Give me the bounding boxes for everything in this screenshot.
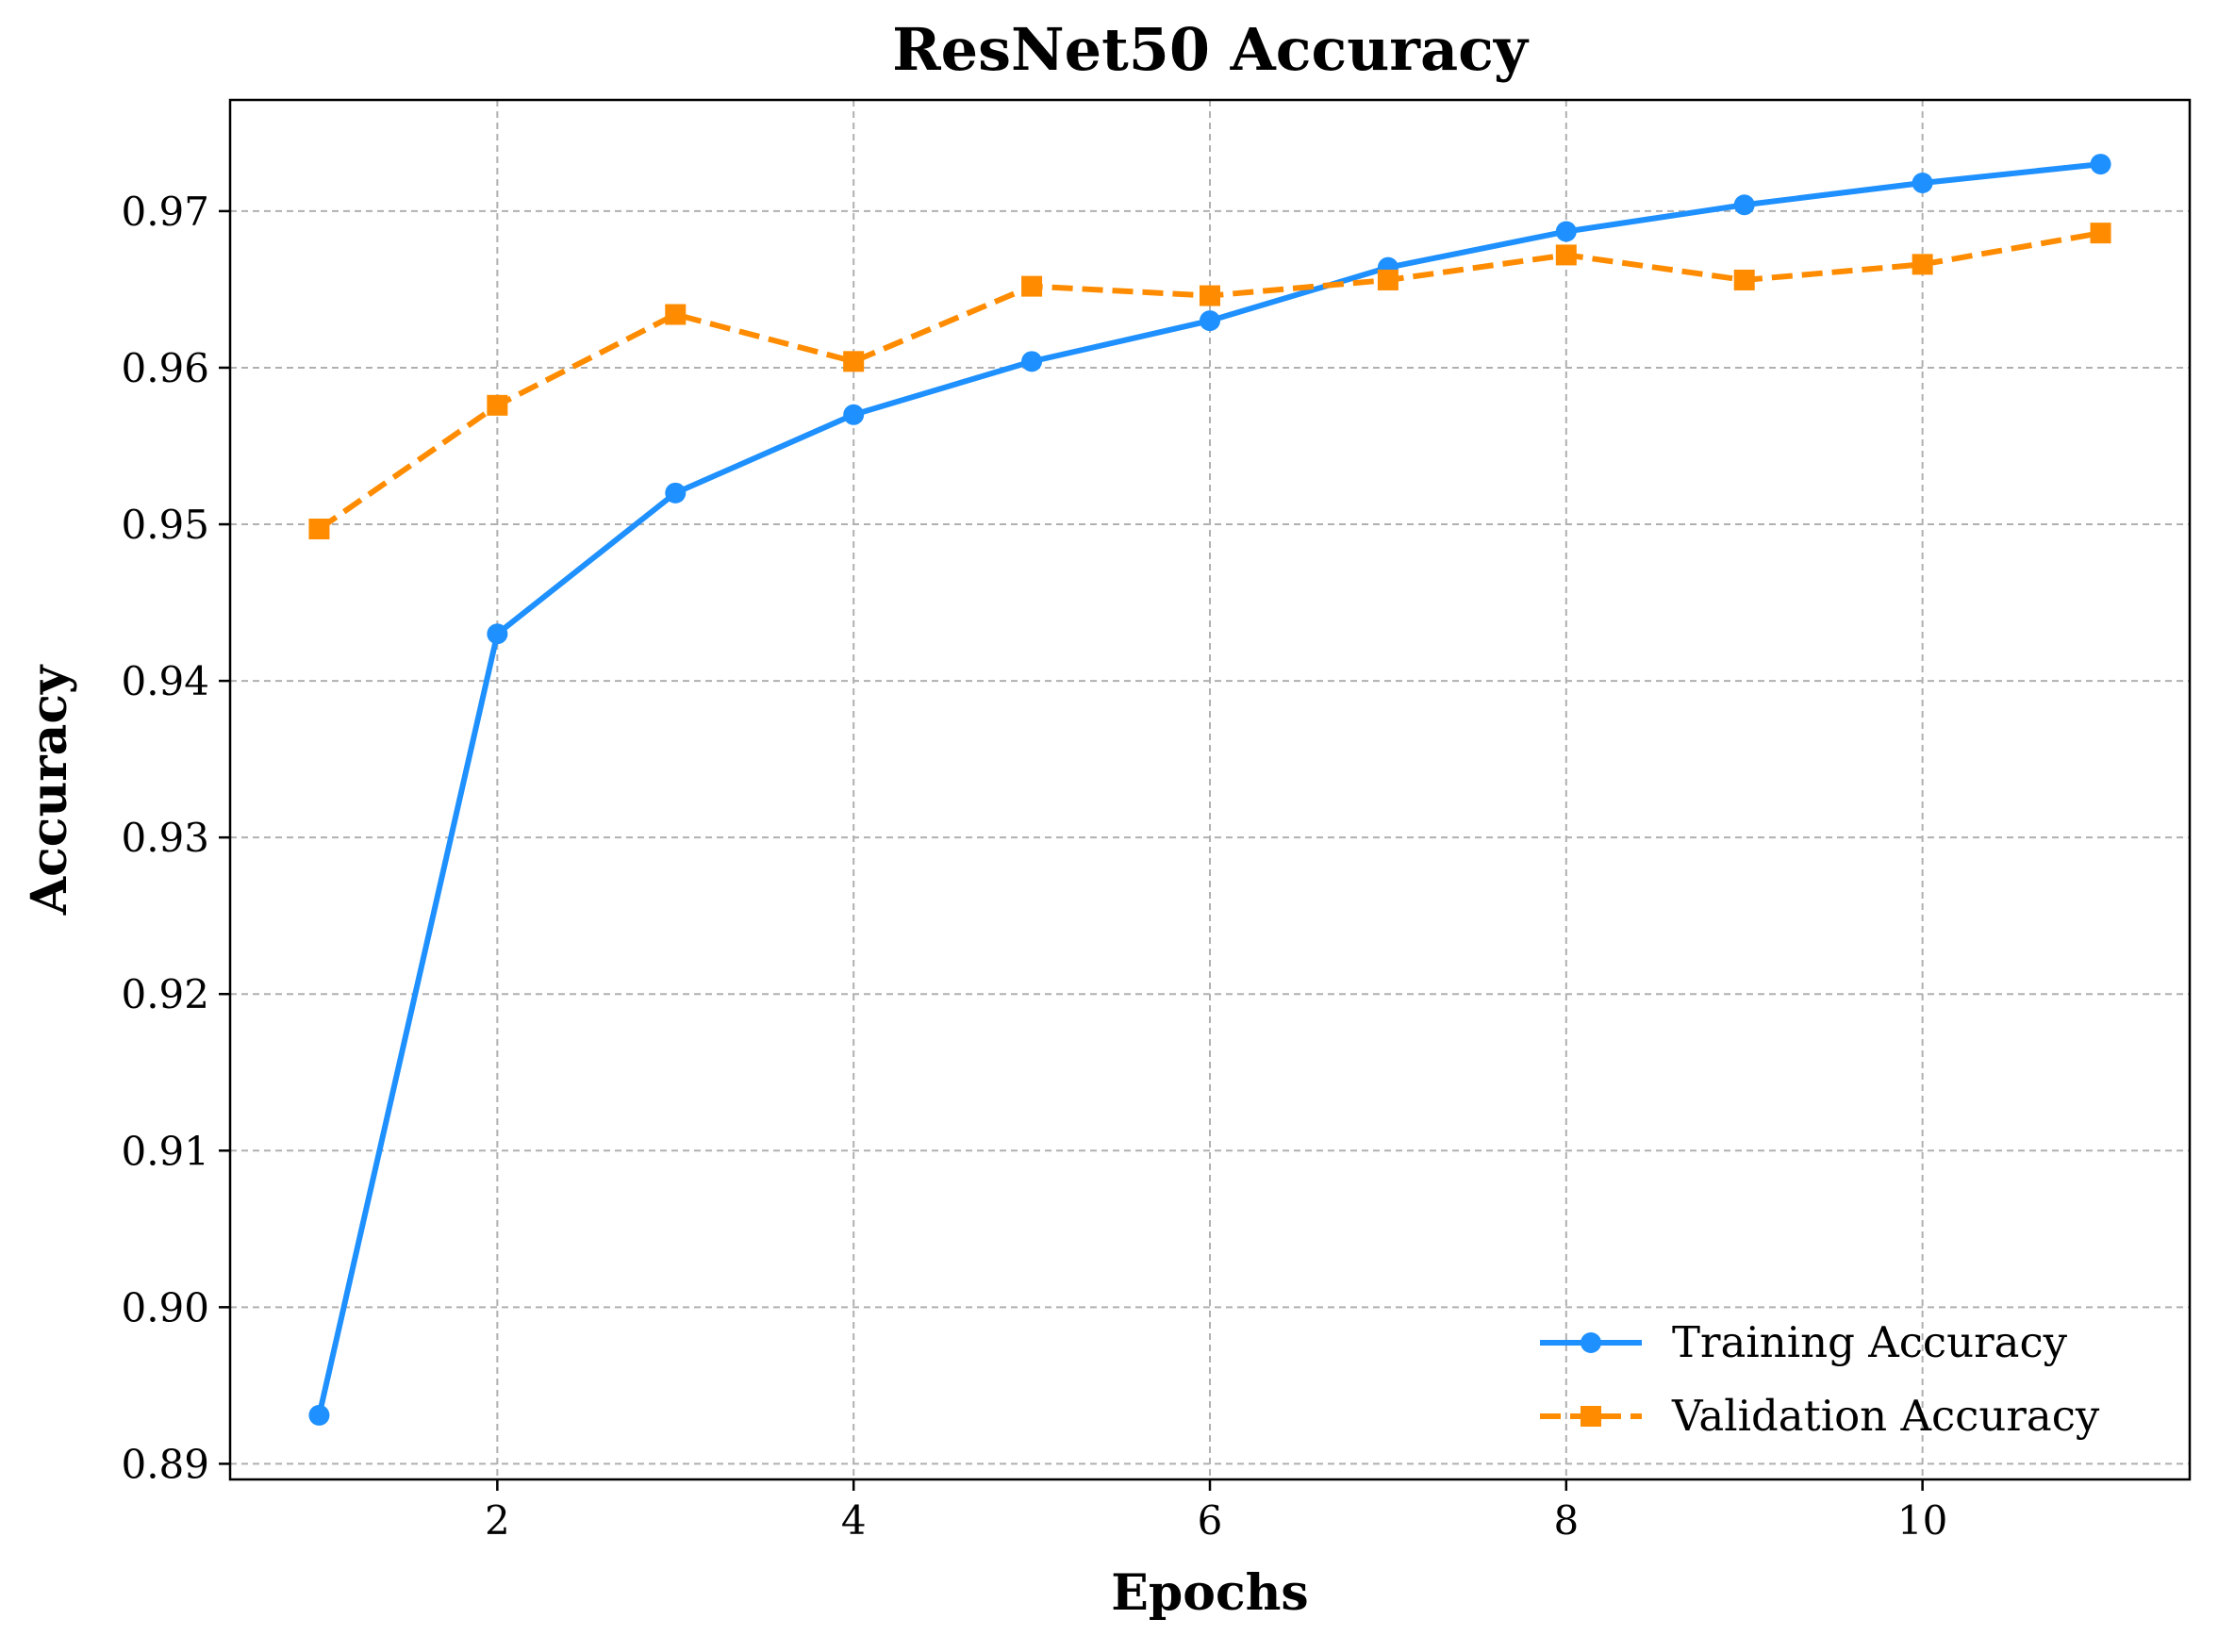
- y-tick-label: 0.91: [121, 1128, 209, 1174]
- y-tick-label: 0.95: [121, 502, 209, 548]
- x-tick-label: 10: [1897, 1497, 1947, 1544]
- legend-label: Validation Accuracy: [1671, 1391, 2100, 1441]
- data-point: [1555, 221, 1577, 242]
- data-point: [2090, 223, 2111, 244]
- y-tick-label: 0.96: [121, 345, 209, 391]
- y-tick-label: 0.94: [121, 658, 209, 704]
- y-tick-label: 0.92: [121, 971, 209, 1017]
- x-axis-label: Epochs: [1111, 1564, 1308, 1622]
- data-point: [487, 394, 508, 416]
- data-point: [1912, 173, 1933, 194]
- y-tick-label: 0.93: [121, 815, 209, 861]
- data-point: [1733, 269, 1755, 290]
- x-tick-label: 6: [1198, 1497, 1223, 1544]
- data-point: [1021, 351, 1043, 372]
- x-tick-label: 8: [1553, 1497, 1579, 1544]
- legend-item: Validation Accuracy: [1540, 1391, 2100, 1441]
- data-point: [843, 404, 865, 425]
- data-point: [487, 623, 508, 645]
- legend-label: Training Accuracy: [1672, 1317, 2068, 1367]
- x-tick-label: 4: [841, 1497, 867, 1544]
- data-point: [308, 519, 330, 540]
- legend-item: Training Accuracy: [1540, 1317, 2068, 1367]
- series-layer: [308, 154, 2111, 1426]
- data-point: [843, 351, 865, 372]
- data-point: [1377, 269, 1399, 290]
- data-point: [1912, 254, 1933, 275]
- data-point: [308, 1404, 330, 1426]
- grid-lines: [230, 100, 2190, 1479]
- y-tick-label: 0.97: [121, 189, 209, 235]
- y-axis-label: Accuracy: [21, 664, 78, 916]
- data-point: [665, 482, 687, 504]
- data-point: [1200, 285, 1220, 306]
- axis-ticks: 2 4 6 8 10 0.89 0.90 0.91 0.92 0.93 0.94 0.95 0.96 0.…: [121, 189, 1947, 1544]
- data-point: [665, 304, 687, 325]
- series-line: [317, 230, 2102, 532]
- x-tick-label: 2: [485, 1497, 510, 1544]
- data-point: [2090, 154, 2111, 175]
- series-training-accuracy: [308, 154, 2111, 1426]
- legend-marker: [1581, 1406, 1601, 1427]
- legend: Training Accuracy Validation Accuracy: [1540, 1317, 2100, 1441]
- y-tick-label: 0.89: [121, 1441, 209, 1487]
- y-tick-label: 0.90: [121, 1284, 209, 1330]
- data-point: [1733, 194, 1755, 216]
- legend-marker: [1581, 1332, 1601, 1353]
- data-point: [1555, 244, 1577, 266]
- data-point: [1021, 275, 1043, 297]
- series-validation-accuracy: [308, 223, 2111, 540]
- data-point: [1200, 310, 1220, 332]
- chart-title: ResNet50 Accuracy: [892, 15, 1530, 84]
